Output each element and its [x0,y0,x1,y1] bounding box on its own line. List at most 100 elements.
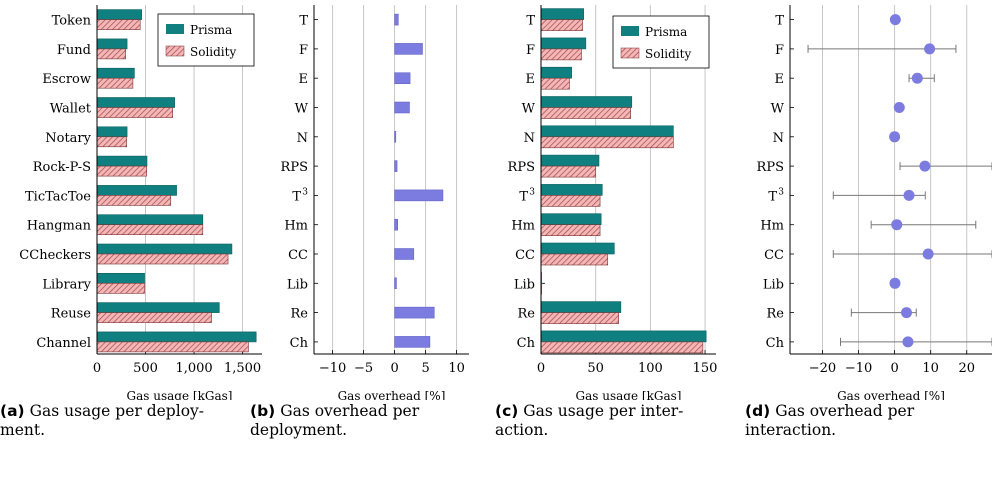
y-tick-label: Channel [36,336,91,351]
legend-swatch-solidity [165,45,185,57]
bar-prisma [96,126,128,138]
bar-solidity [96,195,172,206]
bar-prisma [96,331,257,343]
x-tick-label: 0 [890,361,898,376]
bar-overhead [394,43,423,55]
bar-solidity [540,107,631,119]
y-tick-label: Ch [517,336,536,351]
y-tick-label: CCheckers [19,248,91,263]
legend-label-solidity: Solidity [190,45,236,59]
bar-overhead [394,277,397,290]
y-tick-label: T [299,14,308,29]
x-tick-label: 150 [693,361,718,376]
bar-prisma [540,154,600,167]
bar-prisma [96,38,128,50]
bar-prisma [96,185,177,196]
y-tick-label: Library [42,277,91,292]
data-point [922,248,934,260]
bar-solidity [96,282,145,294]
y-tick-label: Hangman [27,219,92,234]
bar-solidity [96,224,204,235]
bar-prisma [540,330,707,343]
bar-solidity [540,77,570,90]
bar-overhead [394,248,415,260]
y-tick-label: Rock-P-S [33,160,91,175]
y-tick-label: T [768,189,777,204]
bar-overhead [394,13,399,26]
data-point [911,72,923,84]
bar-prisma [96,243,233,255]
x-tick-label: 1,500 [224,361,261,376]
legend-swatch-solidity [620,47,640,59]
bar-overhead [394,72,411,84]
x-tick-label: −5 [354,361,373,376]
bar-prisma [540,184,603,196]
y-tick-label: Re [767,307,785,322]
y-tick-label: Token [52,14,92,29]
data-point [889,277,901,289]
x-tick-label: 20 [958,361,975,376]
bar-solidity [540,253,609,266]
y-tick-label: Re [518,307,536,322]
y-tick-label: Notary [45,131,91,146]
y-tick-label-superscript: 3 [302,187,308,197]
bar-overhead [394,306,435,319]
y-tick-label: RPS [508,160,535,175]
y-tick-label-superscript: 3 [778,187,784,197]
y-tick-label-superscript: 3 [529,187,535,197]
bar-solidity [96,136,127,148]
x-tick-label: 0 [93,361,101,376]
data-point [889,14,901,26]
caption-d: (d) Gas overhead per interaction. [745,402,915,439]
bar-prisma [96,155,148,167]
bar-solidity [96,19,141,30]
bar-overhead [394,218,398,231]
bar-prisma [96,67,135,79]
x-tick-label: −20 [809,361,836,376]
bar-solidity [96,312,212,323]
bar-prisma [540,37,587,50]
bar-prisma [540,242,615,255]
bar-prisma [540,8,584,20]
x-axis-label: Gas usage [kGas] [576,389,682,400]
x-tick-label: 1,000 [175,361,212,376]
y-tick-label: N [524,131,535,146]
x-tick-label: 500 [133,361,158,376]
data-point [901,307,913,319]
legend-label-prisma: Prisma [190,23,232,37]
y-tick-label: CC [515,248,535,263]
y-tick-label: Re [291,307,309,322]
bar-prisma [540,213,602,225]
bar-overhead [394,101,410,114]
legend-box [612,15,710,69]
y-tick-label: Ch [766,336,785,351]
bar-prisma [540,301,622,313]
caption-b: (b) Gas overhead per deployment. [250,402,420,439]
data-point [891,219,903,231]
y-tick-label: Wallet [50,102,92,117]
data-point [902,336,914,348]
y-tick-label: E [299,72,309,87]
x-tick-label: 0 [537,361,545,376]
bar-solidity [96,165,147,177]
bar-prisma [96,214,204,225]
bar-prisma [540,125,674,138]
y-tick-label: Ch [290,336,309,351]
bar-overhead [394,160,398,172]
bar-prisma [96,97,175,108]
y-tick-label: Escrow [42,72,91,87]
bar-solidity [540,312,619,324]
y-tick-label: Lib [763,277,784,292]
figure: 0 500 1,000 1,500TokenFundEscrowWalletNotar… [19,5,992,400]
y-tick-label: Hm [511,219,535,234]
y-tick-label: Reuse [51,307,92,322]
y-tick-label: CC [288,248,308,263]
legend-swatch-prisma [621,26,639,36]
y-tick-label: T [292,189,301,204]
legend-label-solidity: Solidity [645,47,691,61]
y-tick-label: T [526,14,535,29]
y-tick-label: E [526,72,536,87]
chart-panel-0: 0 500 1,000 1,500 Token Fund Escrow Wallet Notar… [19,5,262,400]
